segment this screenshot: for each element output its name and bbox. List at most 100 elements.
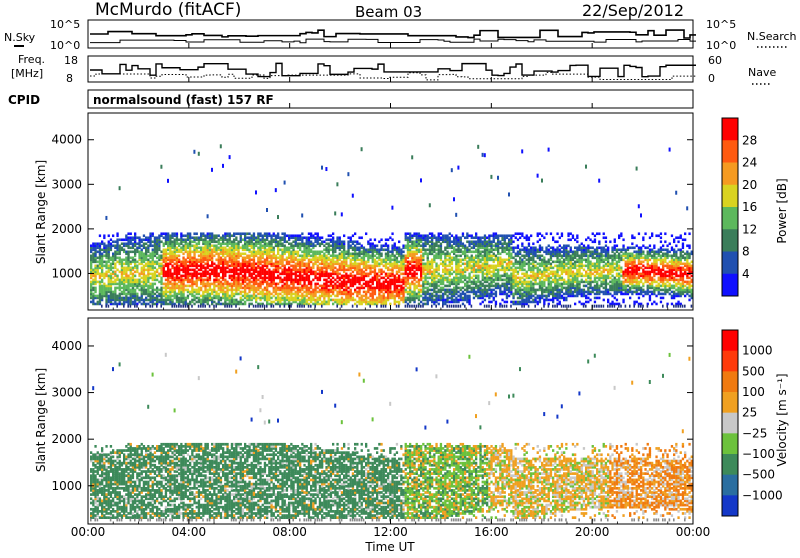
echo-cell — [158, 273, 160, 276]
echo-cell — [202, 232, 204, 235]
echo-cell — [369, 299, 371, 302]
echo-cell — [442, 250, 444, 253]
echo-cell — [116, 283, 118, 286]
echo-cell — [235, 253, 237, 256]
echo-cell — [279, 297, 281, 300]
echo-cell — [277, 232, 279, 235]
echo-cell — [295, 263, 297, 266]
echo-cell — [429, 244, 431, 247]
echo-cell — [347, 275, 349, 278]
echo-cell — [284, 297, 286, 300]
echo-cell — [149, 277, 151, 280]
echo-cell — [273, 238, 275, 241]
nave-label: Nave — [748, 66, 776, 79]
echo-cell — [457, 255, 459, 258]
echo-cell — [299, 287, 301, 290]
echo-cell — [440, 295, 442, 298]
echo-cell — [290, 242, 292, 245]
echo-cell — [466, 281, 468, 284]
echo-cell — [191, 305, 193, 308]
echo-cell — [178, 265, 180, 268]
echo-cell — [367, 265, 369, 268]
echo-cell — [442, 234, 444, 237]
echo-cell — [204, 263, 206, 266]
echo-cell — [416, 232, 418, 235]
echo-cell — [299, 295, 301, 298]
echo-cell — [158, 263, 160, 266]
echo-cell — [334, 271, 336, 274]
echo-cell — [213, 267, 215, 270]
echo-cell — [374, 238, 376, 241]
echo-cell — [385, 285, 387, 288]
echo-cell — [374, 255, 376, 258]
echo-cell — [246, 283, 248, 286]
station-title: McMurdo (fitACF) — [95, 0, 241, 20]
echo-cell — [380, 283, 382, 286]
echo-cell — [435, 263, 437, 266]
echo-cell — [416, 293, 418, 296]
echo-cell — [242, 291, 244, 294]
date-title: 22/Sep/2012 — [582, 1, 684, 20]
echo-cell — [449, 279, 451, 282]
echo-cell — [185, 234, 187, 237]
echo-cell — [361, 269, 363, 272]
echo-cell — [310, 259, 312, 262]
echo-cell — [361, 257, 363, 260]
echo-cell — [281, 303, 283, 306]
echo-cell — [211, 168, 213, 172]
echo-cell — [466, 232, 468, 235]
echo-cell — [488, 265, 490, 268]
echo-cell — [132, 250, 134, 253]
echo-cell — [387, 281, 389, 284]
echo-cell — [242, 295, 244, 298]
echo-cell — [134, 232, 136, 235]
echo-cell — [270, 255, 272, 258]
echo-cell — [325, 238, 327, 241]
echo-cell — [191, 269, 193, 272]
echo-cell — [471, 281, 473, 284]
echo-cell — [383, 244, 385, 247]
echo-cell — [438, 295, 440, 298]
echo-cell — [246, 277, 248, 280]
echo-cell — [292, 293, 294, 296]
echo-cell — [464, 289, 466, 292]
echo-cell — [325, 246, 327, 249]
echo-cell — [165, 279, 167, 282]
echo-cell — [138, 297, 140, 300]
echo-cell — [213, 234, 215, 237]
echo-cell — [442, 293, 444, 296]
noise-tick-left-top: 10^5 — [50, 18, 80, 31]
echo-cell — [464, 236, 466, 239]
echo-cell — [198, 287, 200, 290]
echo-cell — [435, 291, 437, 294]
echo-cell — [462, 269, 464, 272]
echo-cell — [167, 179, 169, 183]
echo-cell — [398, 305, 400, 308]
echo-cell — [396, 271, 398, 274]
echo-cell — [464, 244, 466, 247]
echo-cell — [152, 244, 154, 247]
echo-cell — [268, 283, 270, 286]
echo-cell — [501, 283, 503, 286]
echo-cell — [460, 255, 462, 258]
echo-cell — [240, 283, 242, 286]
echo-cell — [323, 279, 325, 282]
echo-cell — [163, 299, 165, 302]
echo-cell — [284, 259, 286, 262]
echo-cell — [336, 182, 338, 186]
echo-cell — [380, 295, 382, 298]
echo-cell — [420, 301, 422, 304]
echo-cell — [92, 269, 94, 272]
echo-cell — [350, 289, 352, 292]
echo-cell — [484, 305, 486, 308]
echo-cell — [336, 291, 338, 294]
echo-cell — [325, 255, 327, 258]
echo-cell — [422, 277, 424, 280]
echo-cell — [352, 194, 354, 198]
echo-cell — [231, 283, 233, 286]
echo-cell — [477, 285, 479, 288]
echo-cell — [310, 291, 312, 294]
echo-cell — [262, 250, 264, 253]
echo-cell — [462, 291, 464, 294]
echo-cell — [288, 297, 290, 300]
